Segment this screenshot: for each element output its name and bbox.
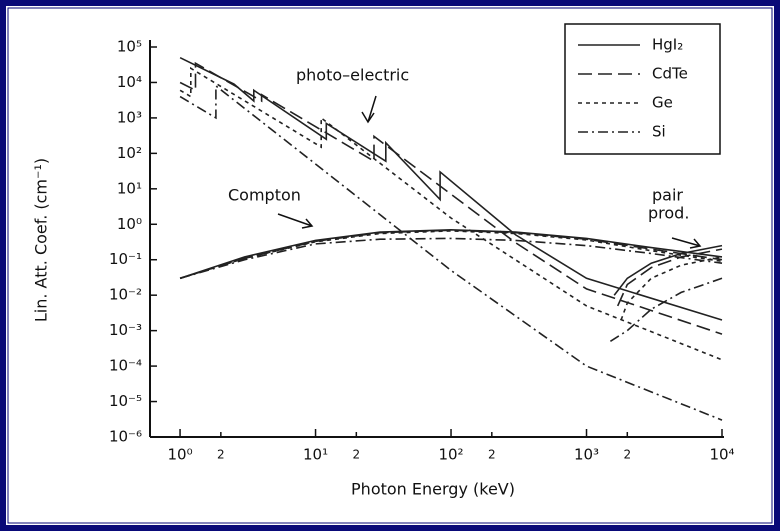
- y-tick-label: 10⁰: [117, 215, 142, 233]
- y-tick-label: 10⁻³: [109, 321, 142, 339]
- x-tick-label: 2: [488, 448, 496, 462]
- y-tick-label: 10⁻⁶: [109, 428, 142, 446]
- x-tick-label: 10⁰: [168, 446, 193, 464]
- photoelectric-line: [179, 61, 723, 335]
- x-tick-label: 2: [623, 448, 631, 462]
- legend-label: Ge: [652, 94, 673, 112]
- y-tick-label: 10⁻⁴: [109, 357, 142, 375]
- y-tick-label: 10¹: [117, 179, 142, 197]
- pair-line: [616, 248, 723, 307]
- photoelectric-line: [179, 56, 723, 321]
- compton-line: [179, 228, 723, 280]
- annotation-pair: prod.: [648, 204, 689, 223]
- y-tick-label: 10⁻²: [109, 286, 142, 304]
- x-tick-label: 10²: [438, 446, 463, 464]
- compton-line: [179, 237, 723, 280]
- pair-line: [613, 244, 723, 296]
- legend-label: HgI₂: [652, 36, 683, 54]
- pair-line: [620, 256, 723, 321]
- annotation-pair: pair: [652, 186, 683, 205]
- inner-frame: [7, 7, 773, 524]
- pair-line: [609, 277, 723, 342]
- annotation-photo: photo–electric: [296, 66, 409, 85]
- y-tick-label: 10²: [117, 144, 142, 162]
- y-axis-label: Lin. Att. Coef. (cm⁻¹): [32, 158, 51, 322]
- annotation-compton: Compton: [228, 186, 301, 205]
- x-tick-label: 10¹: [303, 446, 328, 464]
- arrow: [277, 213, 314, 229]
- y-tick-label: 10⁻¹: [109, 250, 142, 268]
- legend-label: Si: [652, 123, 666, 141]
- arrow: [671, 237, 702, 249]
- compton-line: [179, 230, 723, 280]
- y-tick-label: 10⁵: [117, 38, 142, 56]
- x-tick-label: 10³: [574, 446, 599, 464]
- legend: [564, 23, 721, 155]
- x-tick-label: 10⁴: [709, 446, 734, 464]
- x-axis-label: Photon Energy (keV): [351, 480, 515, 499]
- arrow: [361, 95, 377, 124]
- y-tick-label: 10³: [117, 108, 142, 126]
- y-tick-label: 10⁻⁵: [109, 392, 142, 410]
- x-tick-label: 2: [217, 448, 225, 462]
- photoelectric-line: [179, 84, 723, 421]
- photoelectric-line: [179, 66, 723, 361]
- x-tick-label: 2: [353, 448, 361, 462]
- legend-label: CdTe: [652, 65, 688, 83]
- y-tick-label: 10⁴: [117, 73, 142, 91]
